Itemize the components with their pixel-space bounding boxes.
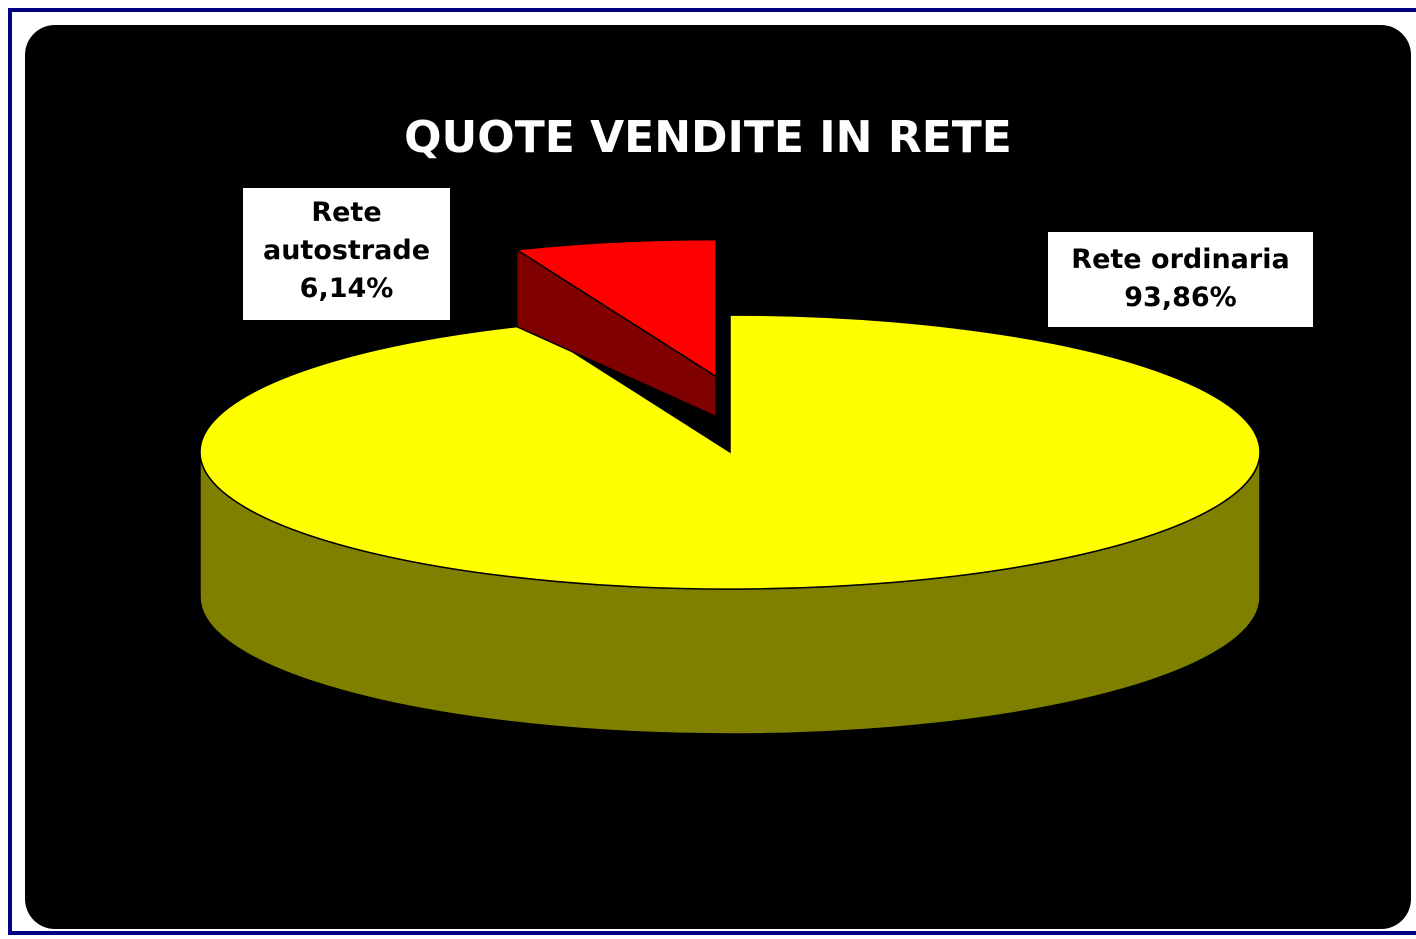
label-category: Rete ordinaria bbox=[1071, 244, 1290, 275]
chart-title: QUOTE VENDITE IN RETE bbox=[404, 112, 1012, 163]
frame bbox=[8, 8, 1416, 935]
data-label: Rete autostrade 6,14% bbox=[243, 188, 450, 320]
pie-slice bbox=[514, 238, 717, 378]
label-category: Rete autostrade bbox=[262, 197, 431, 266]
label-value: 6,14% bbox=[299, 273, 394, 304]
data-label: Rete ordinaria 93,86% bbox=[1048, 232, 1313, 327]
label-value: 93,86% bbox=[1124, 282, 1237, 313]
pie-slice bbox=[199, 314, 1261, 590]
